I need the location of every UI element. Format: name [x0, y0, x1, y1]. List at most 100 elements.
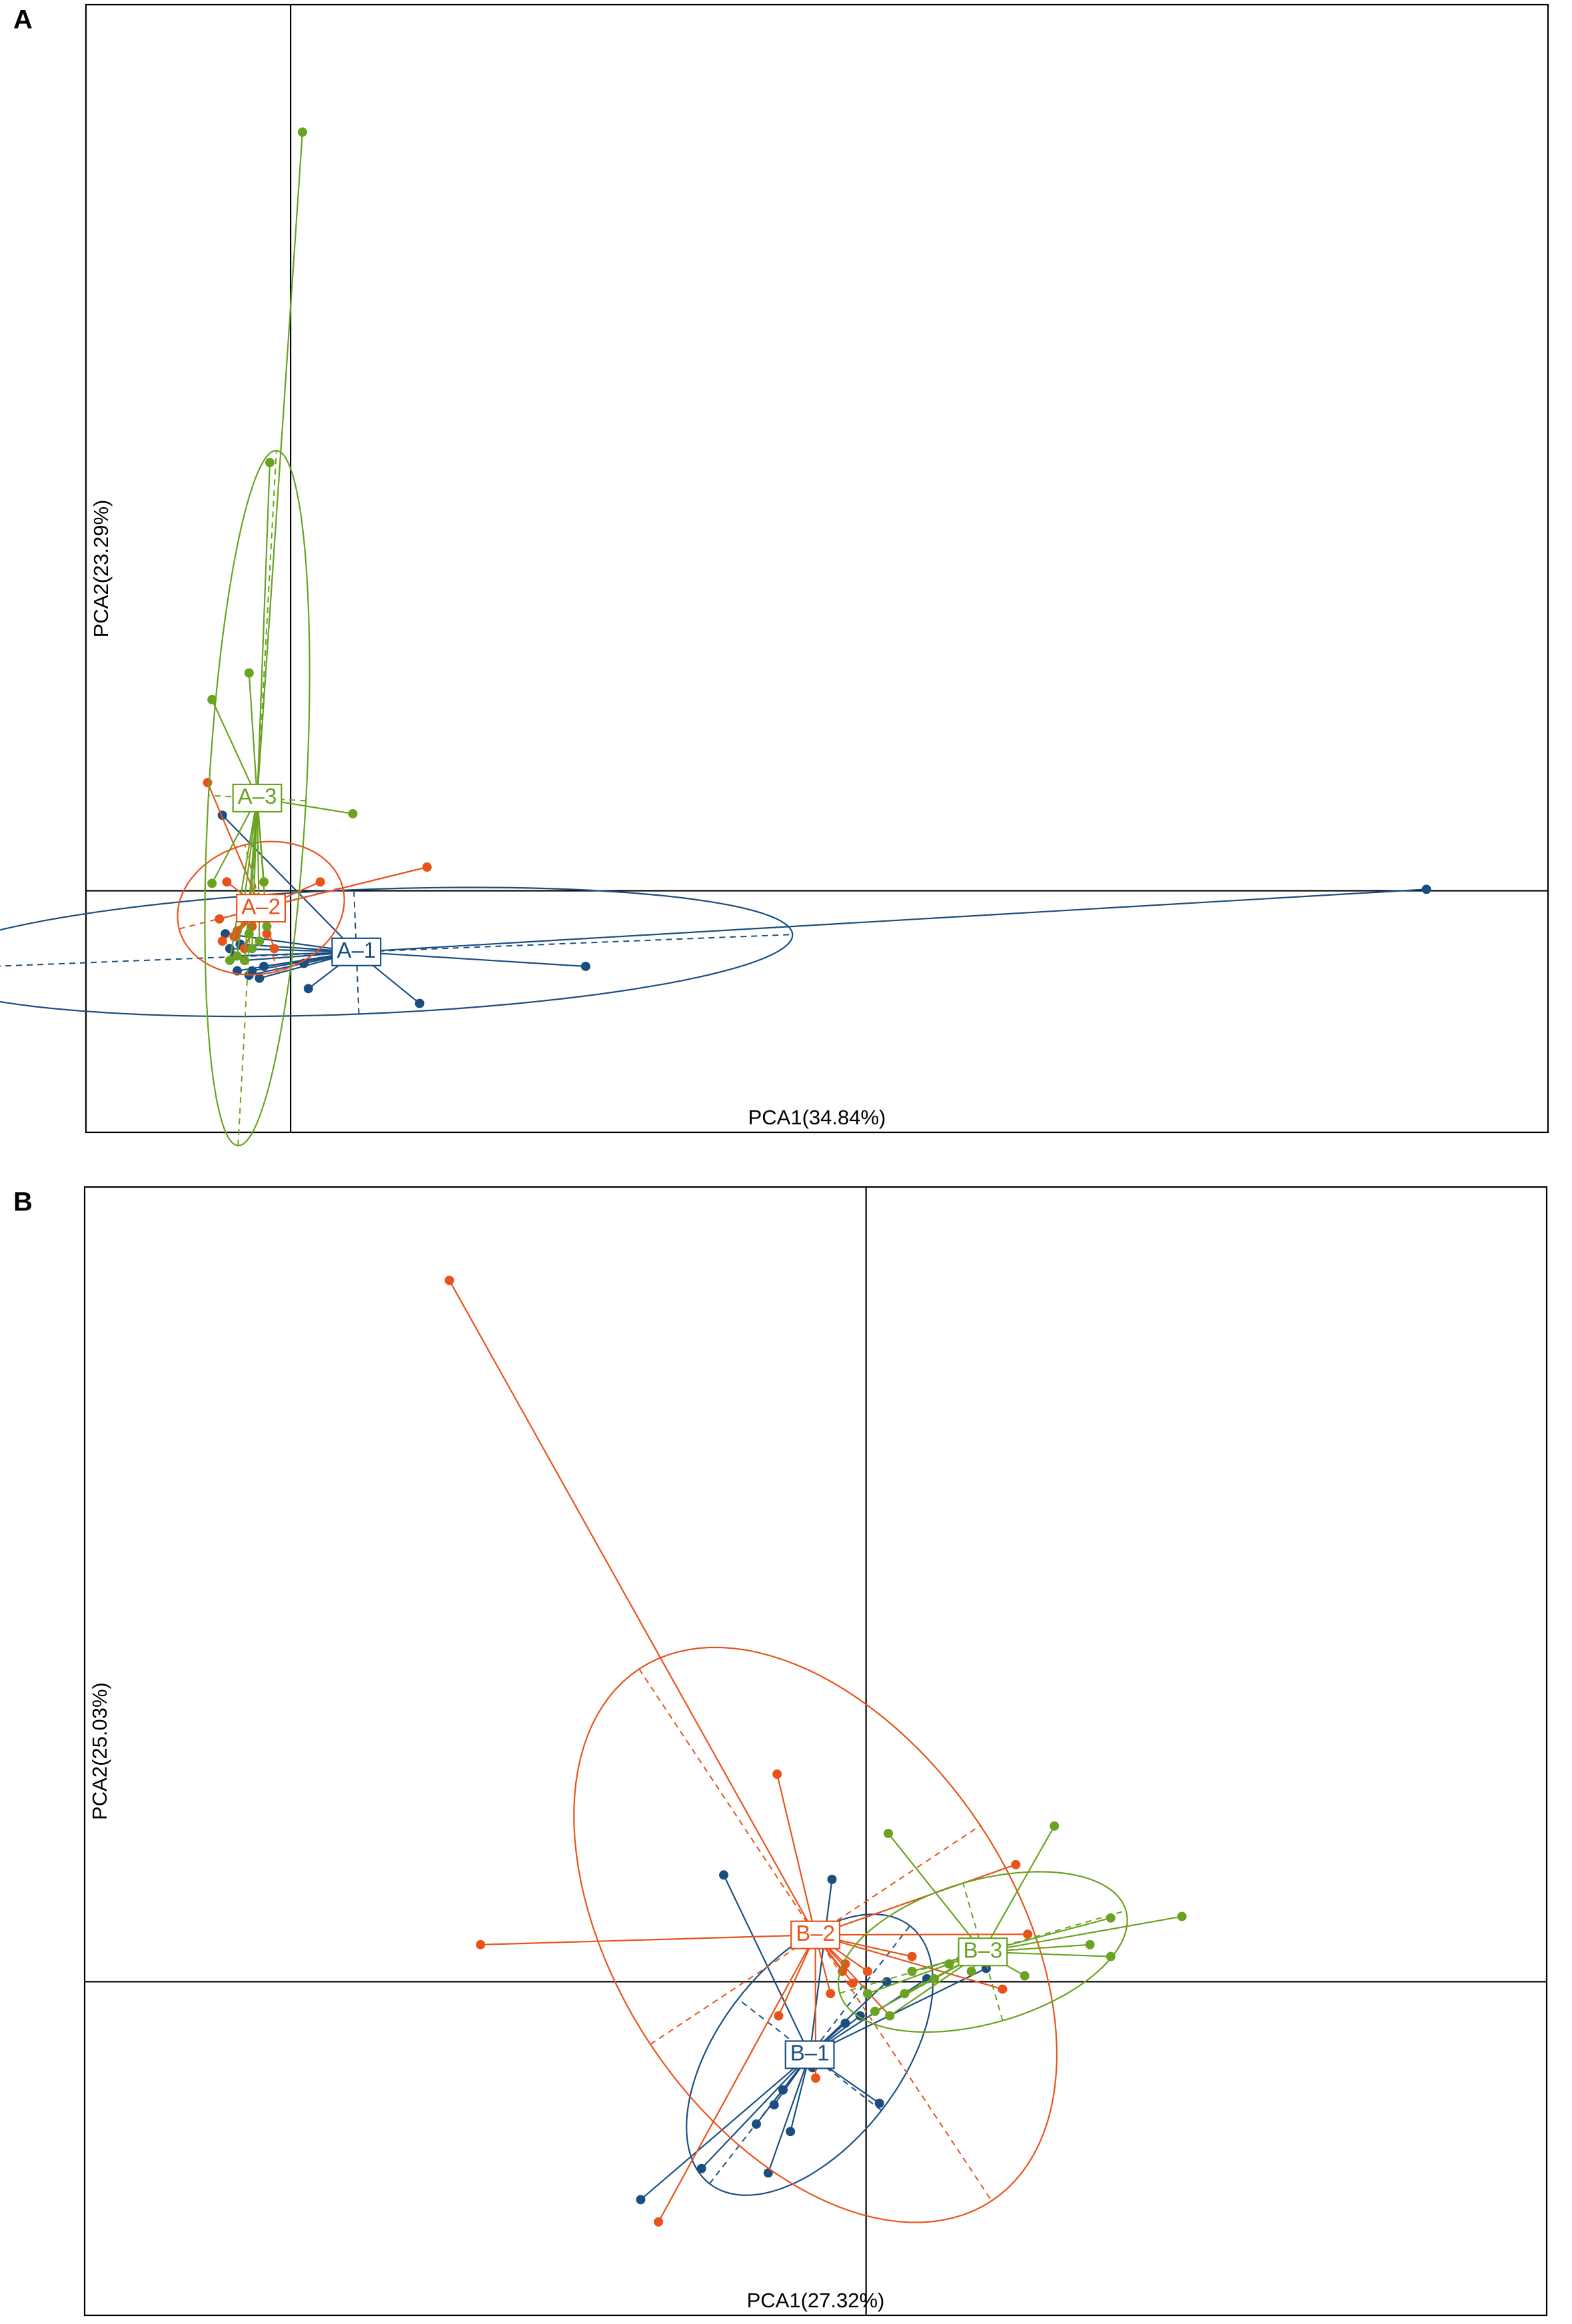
spider-line [723, 1874, 811, 2055]
point [654, 2217, 664, 2227]
spider-line [815, 1934, 1003, 1990]
point [900, 1989, 910, 1999]
ellipse-axis [962, 1883, 1004, 2021]
point [1177, 1911, 1187, 1921]
spider-line [356, 951, 586, 968]
spider-line [356, 888, 1427, 953]
point [203, 778, 213, 788]
panel-label: B [13, 1188, 33, 1217]
point [348, 808, 358, 818]
plot-frame [83, 1186, 1548, 2317]
point [240, 956, 250, 966]
ellipse-axis [650, 1825, 981, 2045]
point [217, 936, 227, 946]
class-ellipse [837, 1871, 1128, 2033]
point [262, 921, 272, 931]
class-label: A–2 [236, 893, 287, 923]
ellipse-axis [0, 934, 793, 967]
point [422, 862, 432, 872]
point [222, 877, 232, 887]
point [244, 929, 254, 939]
point [247, 944, 257, 954]
spider-line [809, 1879, 833, 2055]
point [840, 2018, 850, 2028]
spider-line [982, 1825, 1056, 1953]
ellipse-axis [237, 450, 277, 1146]
panel-label: A [13, 5, 33, 35]
point [769, 2100, 779, 2110]
spider-line [261, 866, 428, 909]
class-label-box [784, 2040, 835, 2069]
point [1050, 1821, 1060, 1831]
point [207, 694, 217, 704]
spider-line [211, 699, 259, 798]
point [884, 1828, 894, 1838]
spider-line [221, 814, 357, 953]
x-axis-label: PCA1(27.32%) [747, 2289, 885, 2312]
class-ellipse [204, 449, 311, 1147]
y-axis-label: PCA2(25.03%) [88, 1682, 111, 1820]
point [774, 2011, 784, 2021]
class-label: B–2 [790, 1920, 841, 1949]
point [255, 936, 265, 946]
point [215, 914, 225, 924]
spider-line [480, 1934, 816, 1945]
spider-line [248, 672, 259, 798]
point [476, 1939, 486, 1949]
point [303, 984, 313, 994]
point [811, 2073, 820, 2083]
spider-line [236, 798, 259, 956]
point [840, 1959, 850, 1969]
point [751, 2119, 761, 2129]
panel: B PCA1(27.32%) PCA2(25.03%) B–1 B–2 B–3 [13, 1186, 1548, 2317]
point [1106, 1913, 1116, 1923]
point [1085, 1939, 1095, 1949]
point [259, 877, 269, 887]
point [262, 929, 272, 939]
ellipse-axis [208, 794, 307, 802]
point [636, 2195, 646, 2205]
class-label-box [958, 1937, 1008, 1967]
point [874, 2098, 884, 2108]
class-label: B–3 [958, 1937, 1008, 1967]
point [848, 1978, 858, 1988]
x-axis-label: PCA1(34.84%) [748, 1106, 886, 1129]
point [444, 1276, 454, 1286]
point [315, 877, 325, 887]
point [1106, 1951, 1116, 1961]
point [827, 1874, 837, 1884]
point [966, 1966, 976, 1976]
point [772, 1769, 782, 1779]
point [297, 127, 307, 137]
class-label: B–1 [784, 2040, 835, 2069]
point [786, 2127, 796, 2137]
panel: A PCA1(34.84%) PCA2(23.29%) A–1 A–2 A–3 [0, 3, 1549, 1147]
spider-line [767, 2054, 811, 2173]
spider-line [815, 1933, 1028, 1936]
point [414, 998, 424, 1008]
spider-line [256, 462, 271, 798]
point [719, 1870, 729, 1880]
point [240, 944, 250, 954]
plot-frame [85, 3, 1549, 1134]
point [885, 2011, 895, 2021]
spider-line [229, 798, 259, 961]
point [998, 1984, 1008, 1994]
point [225, 956, 235, 966]
spider-line [256, 132, 303, 798]
spider-line [815, 1863, 1016, 1936]
point [882, 1977, 892, 1987]
point [244, 668, 254, 678]
spider-line [700, 2054, 810, 2169]
class-label-text: B–2 [796, 1921, 835, 1945]
spider-line [448, 1280, 816, 1935]
point [1023, 1929, 1033, 1939]
y-axis-label: PCA2(23.29%) [89, 500, 113, 638]
point [580, 961, 590, 971]
point [1020, 1971, 1030, 1981]
point [255, 973, 265, 983]
point [870, 2006, 880, 2016]
ellipse-axis [839, 1909, 1126, 1994]
